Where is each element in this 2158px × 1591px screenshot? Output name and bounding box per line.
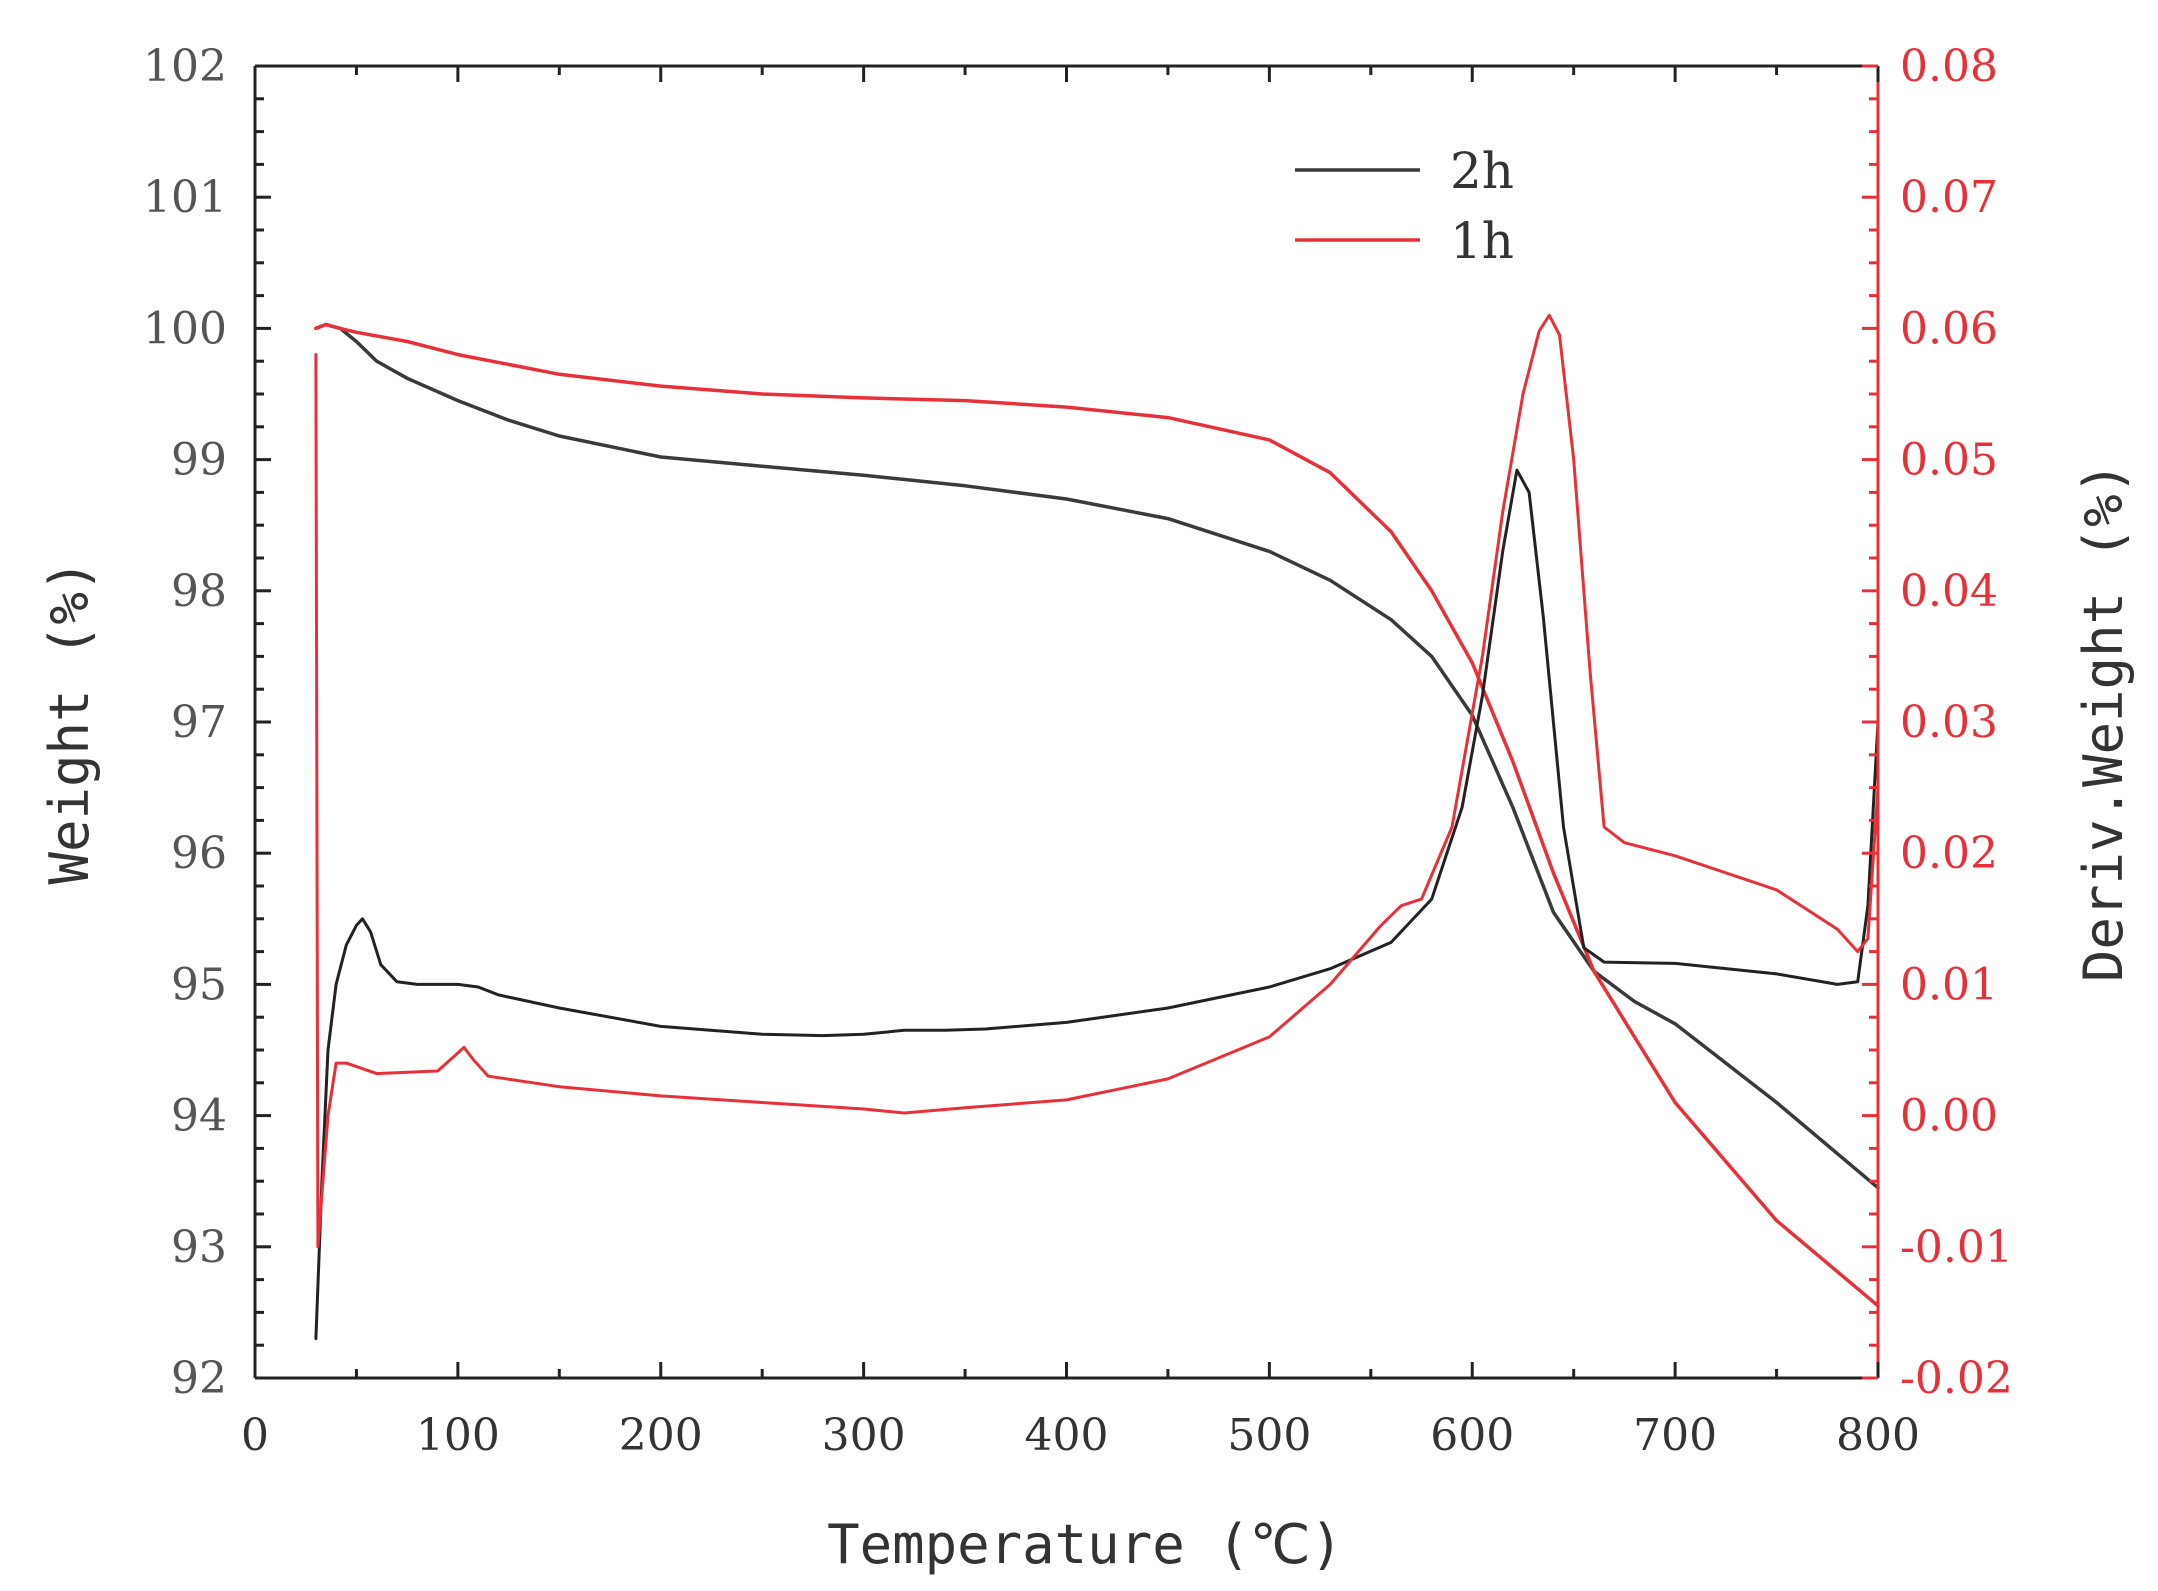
y2-tick-label: 0.07: [1900, 172, 1998, 223]
y2-tick-label: -0.02: [1900, 1353, 2013, 1404]
y-tick-label: 101: [143, 172, 227, 223]
x-axis-title: Temperature (℃): [827, 1513, 1343, 1576]
axes-layer: [253, 64, 1880, 1380]
x-tick-label: 800: [1836, 1410, 1920, 1461]
x-tick-label: 100: [416, 1410, 500, 1461]
y2-tick-label: 0.02: [1900, 828, 1998, 879]
labels-layer: 0 100 200 300 400 500 600 700 800 92 93 94 95 96 97 98 9…: [143, 41, 2013, 1461]
y2-tick-label: 0.05: [1900, 435, 1998, 486]
series-weight-2h: [314, 322, 1880, 1190]
y2-tick-label: 0.08: [1900, 41, 1998, 92]
x-tick-label: 400: [1025, 1410, 1109, 1461]
y2-tick-label: 0.03: [1900, 697, 1998, 748]
x-tick-label: 200: [619, 1410, 703, 1461]
y2-tick-label: 0.00: [1900, 1091, 1998, 1142]
series-layer: [314, 313, 1880, 1341]
y-tick-label: 97: [171, 697, 227, 748]
y-tick-label: 92: [171, 1353, 227, 1404]
y2-tick-label: 0.01: [1900, 959, 1998, 1010]
y-tick-label: 98: [171, 566, 227, 617]
y-tick-label: 95: [171, 959, 227, 1010]
y-axis-title: Weight (%): [38, 559, 101, 884]
x-tick-label: 700: [1633, 1410, 1717, 1461]
y-tick-label: 99: [171, 435, 227, 486]
y2-tick-label: 0.06: [1900, 303, 1998, 354]
series-weight-1h: [314, 322, 1880, 1308]
y2-axis-title: Deriv.Weight (%): [2072, 462, 2135, 982]
x-tick-label: 600: [1430, 1410, 1514, 1461]
legend-label-1h: 1h: [1450, 212, 1514, 270]
x-tick-label: 300: [822, 1410, 906, 1461]
y-tick-label: 102: [143, 41, 227, 92]
y-tick-label: 96: [171, 828, 227, 879]
y2-tick-label: 0.04: [1900, 566, 1998, 617]
y2-tick-label: -0.01: [1900, 1222, 2013, 1273]
x-tick-label: 0: [241, 1410, 269, 1461]
series-derivative-1h: [314, 313, 1880, 1249]
legend-label-2h: 2h: [1450, 142, 1514, 200]
legend: 2h 1h: [1295, 142, 1514, 270]
series-derivative-2h: [314, 468, 1880, 1341]
y-tick-label: 93: [171, 1222, 227, 1273]
y-tick-label: 100: [143, 303, 227, 354]
y-tick-label: 94: [171, 1091, 227, 1142]
x-tick-label: 500: [1227, 1410, 1311, 1461]
